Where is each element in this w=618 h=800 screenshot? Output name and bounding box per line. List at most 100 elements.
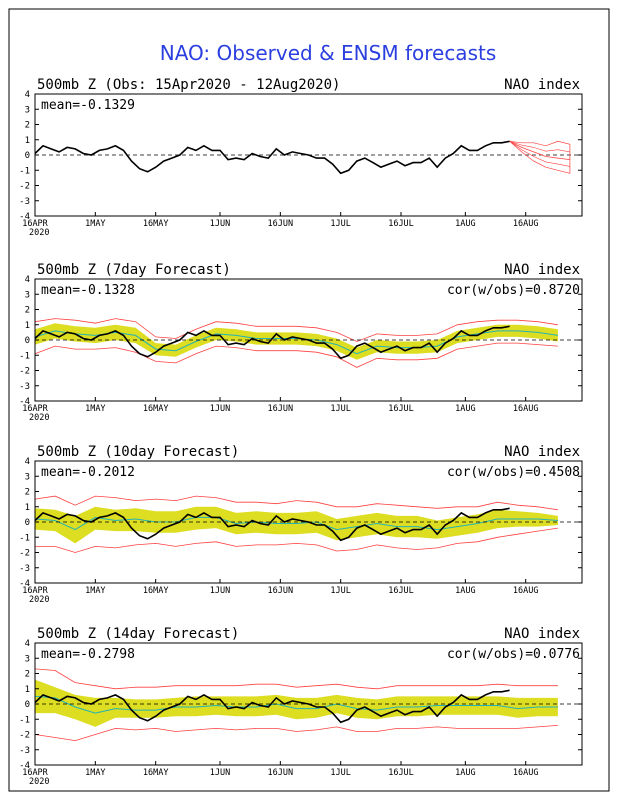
ensemble-mean-line <box>34 516 558 531</box>
panel-right-title: NAO index <box>504 444 580 460</box>
y-tick-label: -3 <box>19 746 30 756</box>
observed-line <box>34 507 510 542</box>
y-tick-label: -1 <box>19 715 30 725</box>
y-tick-label: -2 <box>19 731 30 741</box>
ensemble-lower-line <box>34 342 558 368</box>
correlation-stat: cor(w/obs)=0.4508 <box>447 465 580 480</box>
observed-line <box>34 689 510 724</box>
x-tick-label: 16JUN <box>268 404 294 414</box>
ensemble-lower-line <box>35 527 558 553</box>
x-tick-label: 16APR <box>22 219 48 229</box>
mean-stat: mean=-0.2012 <box>41 465 135 480</box>
y-tick-label: 0 <box>25 700 30 710</box>
y-tick-label: -2 <box>19 549 30 559</box>
y-tick-label: -4 <box>19 761 30 771</box>
y-tick-label: 4 <box>25 639 30 649</box>
y-tick-label: 2 <box>25 121 30 131</box>
x-tick-label: 1MAY <box>85 219 105 229</box>
panel-title: 500mb Z (Obs: 15Apr2020 - 12Aug2020) <box>37 77 340 93</box>
x-year-label: 2020 <box>29 228 49 238</box>
panel-right-title: NAO index <box>504 77 580 93</box>
x-tick-label: 16AUG <box>513 404 539 414</box>
x-tick-label: 1AUG <box>455 404 475 414</box>
x-tick-label: 1MAY <box>85 586 105 596</box>
x-tick-label: 16AUG <box>513 768 539 778</box>
ensemble-mean-line <box>34 695 558 714</box>
x-tick-label: 1AUG <box>455 586 475 596</box>
y-tick-label: 2 <box>25 488 30 498</box>
panel-title: 500mb Z (14day Forecast) <box>37 626 239 642</box>
member-line <box>509 141 570 153</box>
panel-title: 500mb Z (7day Forecast) <box>37 262 231 278</box>
figure-title: NAO: Observed & ENSM forecasts <box>160 41 497 65</box>
x-tick-label: 16MAY <box>143 404 169 414</box>
x-tick-label: 1JUL <box>330 219 350 229</box>
y-tick-label: 4 <box>25 90 30 100</box>
y-tick-label: 3 <box>25 654 30 664</box>
y-tick-label: 0 <box>25 518 30 528</box>
x-tick-label: 16MAY <box>143 219 169 229</box>
correlation-stat: cor(w/obs)=0.0776 <box>447 647 580 662</box>
y-tick-label: -1 <box>19 351 30 361</box>
x-tick-label: 1JUN <box>210 404 230 414</box>
y-tick-label: 4 <box>25 275 30 285</box>
x-tick-label: 16JUL <box>388 219 414 229</box>
member-envelope <box>508 140 571 174</box>
x-tick-label: 1JUN <box>210 219 230 229</box>
correlation-stat: cor(w/obs)=0.8720 <box>447 283 580 298</box>
x-tick-label: 16MAY <box>143 586 169 596</box>
y-tick-label: 1 <box>25 136 30 146</box>
member-mean-line <box>509 140 570 160</box>
mean-stat: mean=-0.1328 <box>41 283 135 298</box>
y-tick-label: 1 <box>25 503 30 513</box>
x-tick-label: 16AUG <box>513 586 539 596</box>
x-tick-label: 16JUN <box>268 219 294 229</box>
y-tick-label: -4 <box>19 397 30 407</box>
y-tick-label: 0 <box>25 151 30 161</box>
member-line <box>509 141 570 167</box>
x-year-label: 2020 <box>29 595 49 605</box>
panel-right-title: NAO index <box>504 626 580 642</box>
ensemble-upper-line <box>34 668 558 690</box>
x-tick-label: 16APR <box>22 768 48 778</box>
y-tick-label: 0 <box>25 336 30 346</box>
x-tick-label: 1MAY <box>85 404 105 414</box>
y-tick-label: 2 <box>25 670 30 680</box>
x-year-label: 2020 <box>29 413 49 423</box>
ensemble-lower-line <box>34 725 558 742</box>
figure-border <box>8 8 610 792</box>
y-tick-label: -3 <box>19 197 30 207</box>
ensemble-spread-band <box>35 679 558 727</box>
x-tick-label: 1AUG <box>455 768 475 778</box>
x-tick-label: 16APR <box>22 586 48 596</box>
y-tick-label: 3 <box>25 105 30 115</box>
ensemble-upper-line <box>34 495 558 511</box>
ensemble-spread-band <box>35 506 558 544</box>
y-tick-label: -1 <box>19 533 30 543</box>
y-tick-label: 4 <box>25 457 30 467</box>
ensemble-upper-line <box>34 318 558 342</box>
y-tick-label: 1 <box>25 321 30 331</box>
x-year-label: 2020 <box>29 777 49 787</box>
x-tick-label: 16JUL <box>388 586 414 596</box>
y-tick-label: -3 <box>19 382 30 392</box>
mean-stat: mean=-0.2798 <box>41 647 135 662</box>
observed-line <box>34 140 510 175</box>
x-tick-label: 16JUN <box>268 768 294 778</box>
y-tick-label: -2 <box>19 367 30 377</box>
y-tick-label: 1 <box>25 685 30 695</box>
x-tick-label: 16JUN <box>268 586 294 596</box>
y-tick-label: 2 <box>25 306 30 316</box>
y-tick-label: -4 <box>19 212 30 222</box>
y-tick-label: 3 <box>25 290 30 300</box>
y-tick-label: 3 <box>25 472 30 482</box>
mean-stat: mean=-0.1329 <box>41 98 135 113</box>
y-tick-label: -2 <box>19 182 30 192</box>
x-tick-label: 16AUG <box>513 219 539 229</box>
ensemble-spread-band <box>35 323 558 360</box>
